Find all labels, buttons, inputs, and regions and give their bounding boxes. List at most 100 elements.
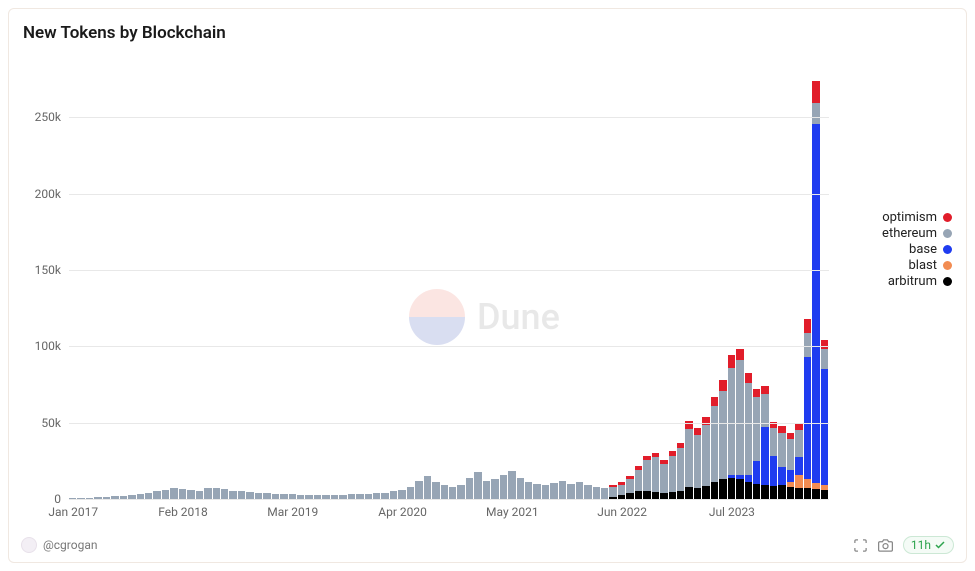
bar[interactable] <box>500 475 507 499</box>
bar[interactable] <box>753 389 760 499</box>
bar[interactable] <box>221 489 228 499</box>
bar[interactable] <box>390 491 397 499</box>
bar[interactable] <box>517 478 524 499</box>
bar[interactable] <box>491 479 498 499</box>
bar-segment-ethereum <box>517 478 524 499</box>
bar-segment-ethereum <box>533 484 540 499</box>
bar[interactable] <box>542 485 549 499</box>
bar[interactable] <box>761 386 768 499</box>
bar[interactable] <box>626 476 633 499</box>
bar[interactable] <box>162 490 169 499</box>
bar[interactable] <box>795 423 802 499</box>
bar[interactable] <box>702 417 709 499</box>
bar-segment-ethereum <box>213 488 220 499</box>
gridline <box>69 194 829 195</box>
bar[interactable] <box>584 485 591 500</box>
bar[interactable] <box>643 456 650 500</box>
bar[interactable] <box>204 488 211 499</box>
author-link[interactable]: @cgrogan <box>21 537 97 553</box>
camera-icon[interactable] <box>878 538 893 553</box>
legend-label: ethereum <box>882 226 937 241</box>
bar[interactable] <box>660 460 667 499</box>
bar[interactable] <box>719 380 726 499</box>
bar[interactable] <box>821 340 828 499</box>
bar-segment-ethereum <box>643 460 650 491</box>
bar[interactable] <box>609 485 616 499</box>
bar-segment-ethereum <box>736 360 743 475</box>
bar[interactable] <box>153 491 160 499</box>
avatar-icon <box>21 537 37 553</box>
bar[interactable] <box>652 453 659 499</box>
bar-segment-arbitrum <box>778 485 785 499</box>
bar-segment-ethereum <box>669 456 676 493</box>
bar-segment-arbitrum <box>761 485 768 499</box>
bar[interactable] <box>669 451 676 499</box>
bar[interactable] <box>483 481 490 499</box>
bar[interactable] <box>685 421 692 499</box>
bar-segment-arbitrum <box>821 490 828 499</box>
bar[interactable] <box>576 482 583 499</box>
bar[interactable] <box>196 491 203 499</box>
bar[interactable] <box>398 490 405 499</box>
legend-label: blast <box>909 258 938 273</box>
bar-segment-ethereum <box>187 490 194 499</box>
bar[interactable] <box>812 81 819 499</box>
bar-segment-arbitrum <box>812 489 819 499</box>
bar[interactable] <box>601 488 608 499</box>
bar[interactable] <box>593 487 600 499</box>
bar[interactable] <box>618 482 625 499</box>
bar[interactable] <box>246 492 253 499</box>
bar[interactable] <box>407 487 414 499</box>
bar[interactable] <box>457 485 464 500</box>
bar[interactable] <box>559 481 566 499</box>
bar[interactable] <box>432 482 439 499</box>
bar[interactable] <box>787 433 794 499</box>
bar[interactable] <box>533 484 540 499</box>
legend-item-optimism[interactable]: optimism <box>882 210 952 225</box>
chart-card: New Tokens by Blockchain Dune 050k100k15… <box>8 8 967 563</box>
bar-segment-arbitrum <box>694 488 701 499</box>
bar[interactable] <box>187 490 194 499</box>
bar[interactable] <box>745 373 752 499</box>
bar[interactable] <box>474 472 481 499</box>
bar[interactable] <box>677 443 684 499</box>
bar-segment-ethereum <box>635 470 642 491</box>
bar[interactable] <box>170 488 177 499</box>
bar[interactable] <box>770 422 777 499</box>
legend-item-ethereum[interactable]: ethereum <box>882 226 952 241</box>
bar-segment-optimism <box>745 373 752 383</box>
bar[interactable] <box>711 397 718 499</box>
legend-item-arbitrum[interactable]: arbitrum <box>882 274 952 289</box>
y-axis-label: 100k <box>35 339 61 353</box>
legend-item-base[interactable]: base <box>882 242 952 257</box>
bar[interactable] <box>736 349 743 499</box>
bar[interactable] <box>466 478 473 499</box>
legend-item-blast[interactable]: blast <box>882 258 952 273</box>
bar-segment-base <box>804 357 811 479</box>
bar[interactable] <box>441 485 448 499</box>
bar-segment-ethereum <box>457 485 464 500</box>
bar[interactable] <box>728 355 735 499</box>
refresh-time-badge[interactable]: 11h <box>903 536 954 554</box>
bar[interactable] <box>415 481 422 499</box>
bar[interactable] <box>213 488 220 499</box>
bar-segment-optimism <box>778 426 785 434</box>
bar[interactable] <box>567 484 574 499</box>
bar[interactable] <box>424 476 431 499</box>
legend-dot-icon <box>943 277 952 286</box>
bar[interactable] <box>635 466 642 499</box>
bar[interactable] <box>550 483 557 499</box>
expand-icon[interactable] <box>853 538 868 553</box>
bar-segment-ethereum <box>753 397 760 461</box>
bar-segment-ethereum <box>795 430 802 457</box>
bar[interactable] <box>778 426 785 499</box>
bar[interactable] <box>238 491 245 499</box>
bar[interactable] <box>694 428 701 499</box>
bar[interactable] <box>525 482 532 499</box>
bar-segment-ethereum <box>804 333 811 357</box>
bar[interactable] <box>229 491 236 499</box>
bar[interactable] <box>508 471 515 499</box>
bar[interactable] <box>449 487 456 499</box>
bar[interactable] <box>179 489 186 499</box>
chart-title: New Tokens by Blockchain <box>23 23 226 43</box>
